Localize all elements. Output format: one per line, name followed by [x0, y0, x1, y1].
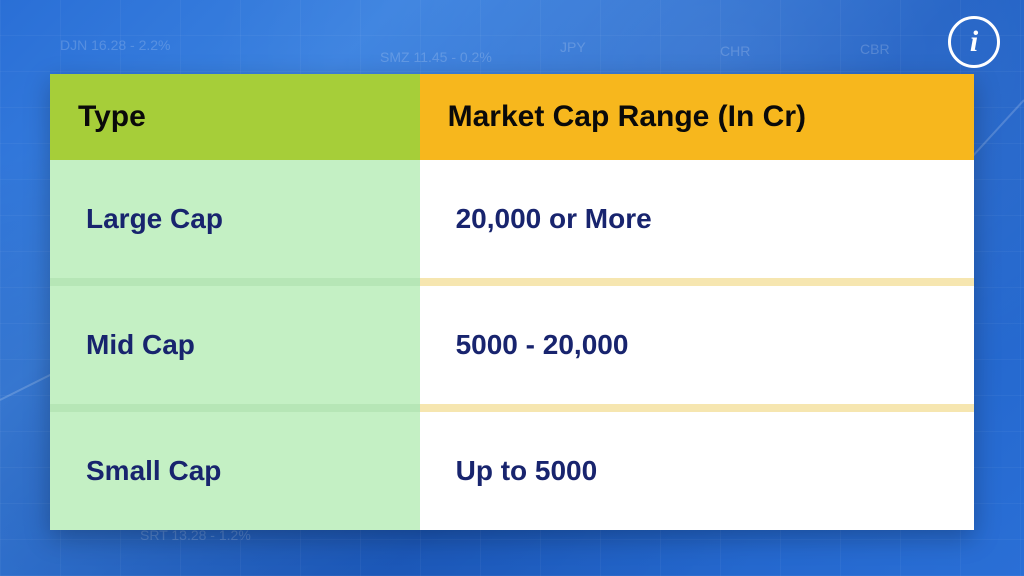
market-cap-table: Type Market Cap Range (In Cr) Large Cap2… — [50, 74, 974, 530]
table-row: Large Cap20,000 or More — [50, 160, 974, 282]
svg-text:CHR: CHR — [720, 43, 750, 59]
svg-text:JPY: JPY — [560, 39, 586, 55]
cell-range: 20,000 or More — [420, 160, 974, 282]
svg-text:CBR: CBR — [860, 41, 890, 57]
header-range: Market Cap Range (In Cr) — [420, 74, 974, 160]
cell-range: Up to 5000 — [420, 408, 974, 530]
market-cap-table-container: Type Market Cap Range (In Cr) Large Cap2… — [50, 74, 974, 530]
header-type: Type — [50, 74, 420, 160]
cell-type: Mid Cap — [50, 282, 420, 407]
svg-text:SMZ 11.45 - 0.2%: SMZ 11.45 - 0.2% — [380, 49, 492, 65]
cell-type: Large Cap — [50, 160, 420, 282]
table-row: Small CapUp to 5000 — [50, 408, 974, 530]
svg-text:DJN 16.28 - 2.2%: DJN 16.28 - 2.2% — [60, 37, 171, 53]
brand-logo-letter: i — [970, 25, 978, 59]
brand-logo-icon: i — [948, 16, 1000, 68]
cell-type: Small Cap — [50, 408, 420, 530]
table-header-row: Type Market Cap Range (In Cr) — [50, 74, 974, 160]
cell-range: 5000 - 20,000 — [420, 282, 974, 407]
table-row: Mid Cap5000 - 20,000 — [50, 282, 974, 407]
